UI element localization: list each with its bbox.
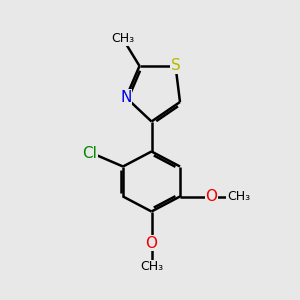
Text: CH₃: CH₃ xyxy=(227,190,250,203)
Text: CH₃: CH₃ xyxy=(140,260,163,274)
Text: CH₃: CH₃ xyxy=(111,32,135,46)
Text: O: O xyxy=(206,189,218,204)
Text: N: N xyxy=(120,90,132,105)
Text: O: O xyxy=(146,236,158,250)
Text: Cl: Cl xyxy=(82,146,98,160)
Text: S: S xyxy=(171,58,180,74)
